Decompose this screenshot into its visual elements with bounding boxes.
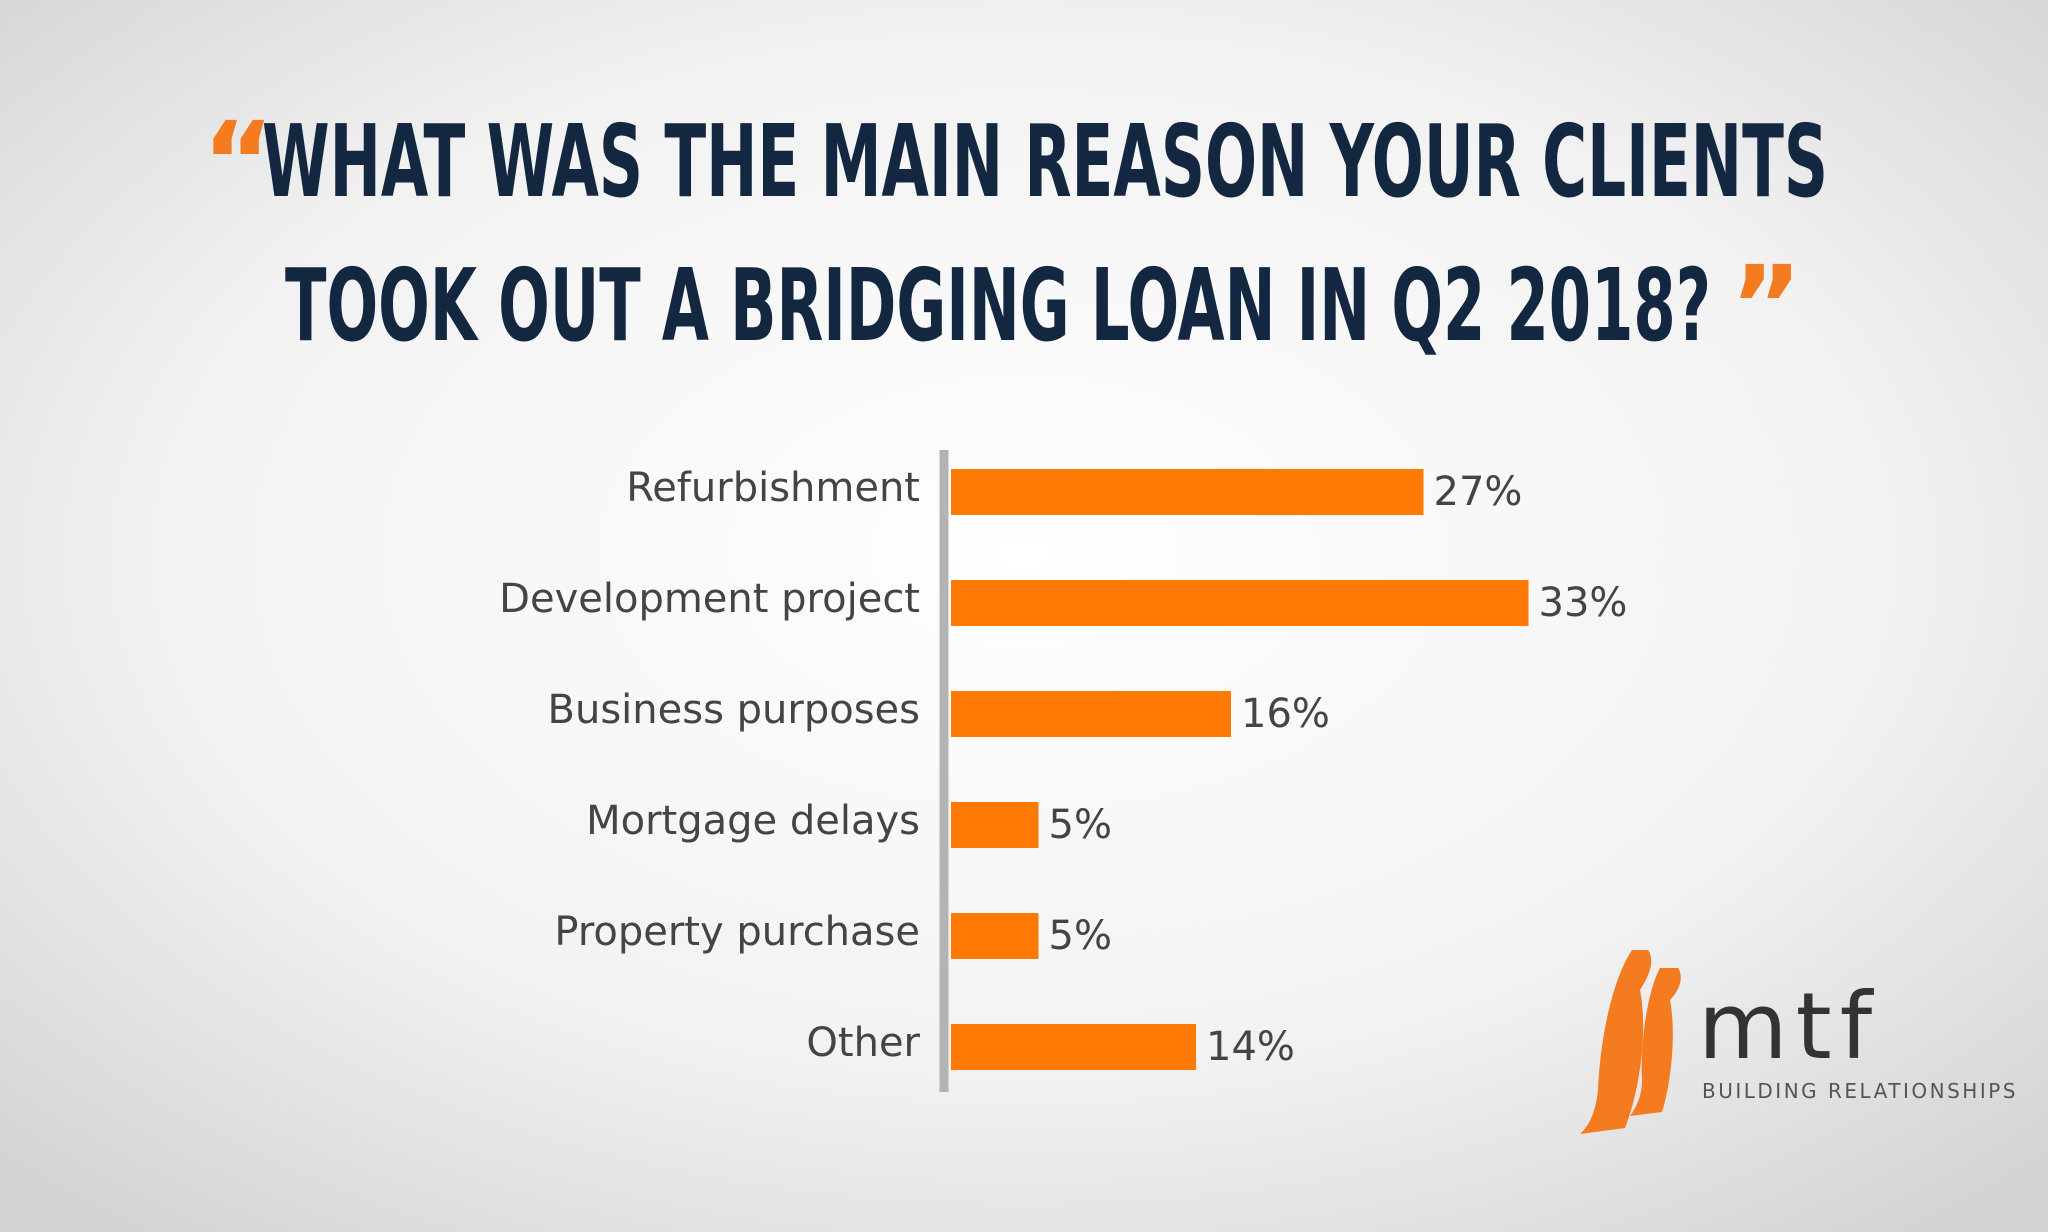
category-label: Business purposes: [548, 687, 920, 733]
penguin-icon: [1630, 968, 1681, 1116]
bar: [951, 802, 1039, 848]
category-label: Mortgage delays: [586, 798, 920, 844]
penguin-icon: [1580, 950, 1652, 1134]
logo: mtf BUILDING RELATIONSHIPS: [1580, 950, 2018, 1134]
chart-title: WHAT WAS THE MAIN REASON YOUR CLIENTS: [262, 103, 1828, 220]
value-label: 5%: [1049, 802, 1112, 848]
bar: [951, 580, 1529, 626]
chart-title: TOOK OUT A BRIDGING LOAN IN Q2 2018?: [285, 247, 1711, 364]
category-label: Refurbishment: [626, 465, 920, 511]
bar: [951, 469, 1424, 515]
category-label: Property purchase: [554, 909, 920, 955]
bar: [951, 1024, 1196, 1070]
category-label: Other: [806, 1020, 920, 1066]
category-label: Development project: [499, 576, 920, 622]
value-label: 14%: [1206, 1024, 1295, 1070]
logo-tagline: BUILDING RELATIONSHIPS: [1702, 1079, 2018, 1103]
bar: [951, 691, 1231, 737]
value-label: 5%: [1049, 913, 1112, 959]
bar: [951, 913, 1039, 959]
value-label: 16%: [1241, 691, 1330, 737]
logo-name: mtf: [1698, 973, 1880, 1080]
open-quote: “: [202, 98, 274, 226]
value-label: 33%: [1539, 580, 1628, 626]
value-label: 27%: [1434, 469, 1523, 515]
close-quote: ”: [1730, 242, 1802, 370]
